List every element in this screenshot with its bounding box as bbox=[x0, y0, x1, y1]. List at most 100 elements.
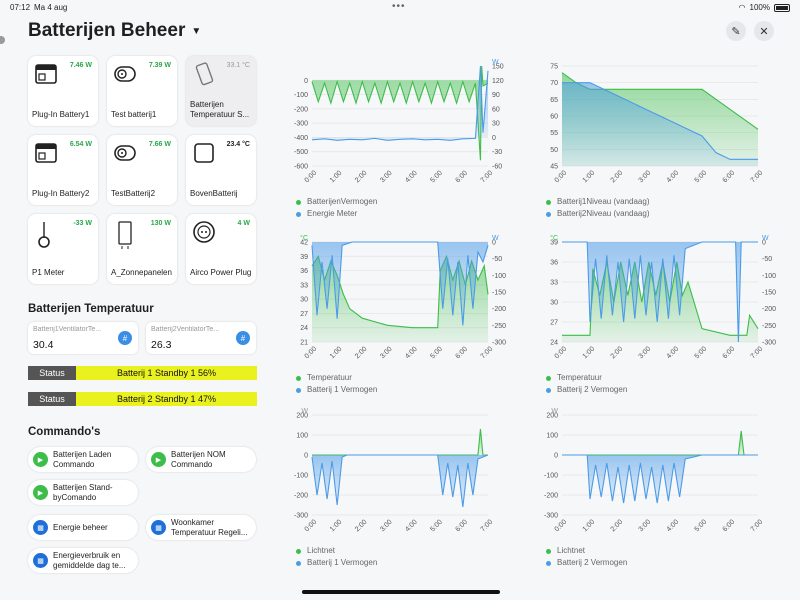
status-label: Status bbox=[28, 392, 76, 406]
tile-name: Test batterij1 bbox=[111, 110, 157, 119]
device-tile[interactable]: 7.66 W TestBatterij2 bbox=[107, 135, 177, 205]
y2-tick-label: -50 bbox=[492, 256, 502, 263]
legend-dot-icon bbox=[546, 211, 551, 217]
y-tick-label: -300 bbox=[294, 513, 308, 520]
tile-value: 6.54 W bbox=[69, 141, 92, 148]
device-tile[interactable]: 33.1 °C Batterijen Temperatuur S... bbox=[186, 56, 256, 126]
device-tile[interactable]: 7.39 W Test batterij1 bbox=[107, 56, 177, 126]
legend-dot-icon bbox=[296, 387, 301, 393]
x-tick-label: 3:00 bbox=[379, 346, 394, 361]
temperature-section-title: Batterijen Temperatuur bbox=[28, 303, 154, 315]
legend-item[interactable]: Batterij 2 Vermogen bbox=[546, 384, 627, 396]
device-tile[interactable]: 4 W Airco Power Plug bbox=[186, 214, 256, 284]
status-value: Batterij 1 Standby 1 56% bbox=[76, 366, 257, 380]
legend-label: Batterij 2 Vermogen bbox=[557, 558, 628, 567]
x-tick-label: 7:00 bbox=[750, 346, 765, 361]
series-line bbox=[562, 430, 758, 456]
legend-dot-icon bbox=[546, 387, 551, 393]
temp-card-value: 30.4 bbox=[33, 339, 54, 351]
chart-4[interactable]: 39 36 33 30 27 24 0 -50 -100 -150 -200 -250 -300 °C W 0… bbox=[532, 232, 782, 369]
sidebar-handle-icon[interactable] bbox=[0, 36, 5, 44]
device-tile[interactable]: -33 W P1 Meter bbox=[28, 214, 98, 284]
legend-item[interactable]: Temperatuur bbox=[546, 372, 627, 384]
close-icon: ✕ bbox=[759, 25, 769, 38]
y-tick-label: 60 bbox=[550, 114, 558, 121]
x-tick-label: 0:00 bbox=[304, 519, 319, 534]
date: Ma 4 aug bbox=[34, 3, 68, 12]
y-unit-label: °C bbox=[300, 234, 308, 242]
legend-item[interactable]: Batterij 1 Vermogen bbox=[296, 557, 377, 569]
temp-card-label: Batterij2VentilatorTe... bbox=[151, 326, 220, 333]
tile-value: 7.66 W bbox=[148, 141, 171, 148]
command-button[interactable]: ▶ Batterijen Laden Commando bbox=[28, 447, 138, 472]
legend-item[interactable]: Energie Meter bbox=[296, 208, 377, 220]
tile-name: BovenBatterij bbox=[190, 189, 238, 198]
legend-item[interactable]: Batterij2Niveau (vandaag) bbox=[546, 208, 650, 220]
tile-value: -33 W bbox=[73, 220, 92, 227]
page-title[interactable]: Batterijen Beheer ▼ bbox=[28, 20, 201, 42]
y-tick-label: -100 bbox=[294, 92, 308, 99]
y-tick-label: 50 bbox=[550, 147, 558, 154]
legend-item[interactable]: Temperatuur bbox=[296, 372, 377, 384]
device-tile[interactable]: 23.4 °C BovenBatterij bbox=[186, 135, 256, 205]
y-tick-label: 33 bbox=[300, 282, 308, 289]
chart-3[interactable]: 42 39 36 33 30 27 24 21 0 -50 -100 -150 -200 -250 -300… bbox=[282, 232, 512, 369]
y2-tick-label: -30 bbox=[492, 149, 502, 156]
x-tick-label: 0:00 bbox=[554, 519, 569, 534]
wifi-icon: ◠ bbox=[738, 3, 746, 12]
legend-item[interactable]: BatterijenVermogen bbox=[296, 196, 377, 208]
device-tile[interactable]: 6.54 W Plug-In Battery2 bbox=[28, 135, 98, 205]
temp-card-2[interactable]: Batterij2VentilatorTe... 26.3 # bbox=[146, 322, 256, 354]
chart-svg: 39 36 33 30 27 24 0 -50 -100 -150 -200 -250 -300 °C W 0… bbox=[550, 234, 776, 361]
chart-6[interactable]: 200 100 0 -100 -200 -300 W 0:00 1:00 2:00 3:00 4:00… bbox=[532, 405, 782, 542]
home-indicator[interactable] bbox=[302, 590, 500, 594]
y-tick-label: 42 bbox=[300, 240, 308, 247]
command-button[interactable]: ▶ Batterijen NOM Commando bbox=[146, 447, 256, 472]
x-tick-label: 6:00 bbox=[455, 519, 470, 534]
chart-2[interactable]: 75 70 65 60 55 50 45 0:00 1:00 2:00 3:00 4:00 5:00 6:… bbox=[532, 56, 782, 193]
tile-name: Plug-In Battery2 bbox=[32, 189, 90, 198]
y2-unit-label: W bbox=[492, 235, 499, 242]
x-tick-label: 0:00 bbox=[554, 170, 569, 185]
y2-tick-label: 120 bbox=[492, 78, 504, 85]
pencil-icon: ✎ bbox=[731, 25, 741, 38]
device-tile[interactable]: 7.46 W Plug-In Battery1 bbox=[28, 56, 98, 126]
x-tick-label: 0:00 bbox=[304, 346, 319, 361]
x-tick-label: 4:00 bbox=[404, 170, 419, 185]
x-tick-label: 4:00 bbox=[404, 519, 419, 534]
device-tile[interactable]: 130 W A_Zonnepanelen bbox=[107, 214, 177, 284]
multitasking-dots-icon[interactable]: ••• bbox=[392, 1, 406, 12]
clock: 07:12 bbox=[10, 3, 31, 12]
chevron-down-icon[interactable]: ▼ bbox=[191, 25, 202, 37]
edit-button[interactable]: ✎ bbox=[726, 21, 746, 41]
close-button[interactable]: ✕ bbox=[754, 21, 774, 41]
command-button[interactable]: ▦ Energieverbruik en gemiddelde dag te... bbox=[28, 548, 138, 573]
command-label: Batterijen NOM Commando bbox=[171, 449, 226, 469]
command-button[interactable]: ▶ Batterijen Stand-byComando bbox=[28, 480, 138, 505]
status-bar: 07:12 Ma 4 aug ••• ◠ 100% bbox=[0, 0, 800, 14]
legend-item[interactable]: Lichtnet bbox=[546, 545, 627, 557]
legend-item[interactable]: Lichtnet bbox=[296, 545, 377, 557]
temp-card-1[interactable]: Batterij1VentilatorTe... 30.4 # bbox=[28, 322, 138, 354]
y2-tick-label: -60 bbox=[492, 164, 502, 171]
legend-item[interactable]: Batterij 2 Vermogen bbox=[546, 557, 627, 569]
legend-dot-icon bbox=[296, 560, 301, 566]
x-tick-label: 5:00 bbox=[429, 519, 444, 534]
command-button[interactable]: ▦ Energie beheer bbox=[28, 515, 138, 540]
series-line bbox=[562, 454, 758, 504]
x-tick-label: 4:00 bbox=[666, 519, 681, 534]
legend-item[interactable]: Batterij 1 Vermogen bbox=[296, 384, 377, 396]
chart-1[interactable]: 0 -100 -200 -300 -400 -500 -600 150 120 90 60 30 0 -3… bbox=[282, 56, 512, 193]
command-button[interactable]: ▦ Woonkamer Temperatuur Regeli... bbox=[146, 515, 256, 540]
series-area bbox=[562, 262, 758, 342]
series-line bbox=[311, 241, 489, 326]
grid-icon: ▦ bbox=[33, 520, 48, 535]
commands-section-title: Commando's bbox=[28, 426, 101, 438]
x-tick-label: 3:00 bbox=[379, 519, 394, 534]
y-tick-label: 36 bbox=[550, 260, 558, 267]
hash-icon: # bbox=[118, 331, 132, 345]
chart-5[interactable]: 200 100 0 -100 -200 -300 W 0:00 1:00 2:00 3:00 4:00… bbox=[282, 405, 512, 542]
y-tick-label: 27 bbox=[300, 311, 308, 318]
legend-item[interactable]: Batterij1Niveau (vandaag) bbox=[546, 196, 650, 208]
x-tick-label: 7:00 bbox=[480, 519, 495, 534]
